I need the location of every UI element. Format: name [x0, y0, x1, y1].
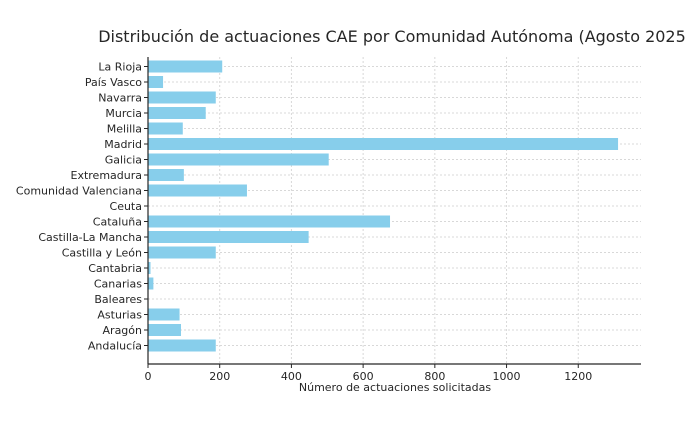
- y-tick-label: Andalucía: [88, 340, 142, 353]
- x-tick-label: 1200: [564, 370, 592, 383]
- y-tick-label: Murcia: [105, 107, 142, 120]
- y-tick-label: Comunidad Valenciana: [16, 185, 142, 198]
- chart-title: Distribución de actuaciones CAE por Comu…: [98, 27, 686, 46]
- x-tick-label: 1000: [493, 370, 521, 383]
- bar-asturias: [148, 308, 180, 321]
- y-tick-label: Navarra: [98, 92, 142, 105]
- y-tick-labels: La Rioja País Vasco Navarra Murcia Melilla Ma…: [16, 61, 148, 353]
- bar-canarias: [148, 277, 154, 290]
- bar-castilla-la-mancha: [148, 231, 309, 243]
- bar-castilla-y-león: [148, 246, 216, 259]
- bar-país-vasco: [148, 76, 164, 88]
- y-tick-label: La Rioja: [98, 61, 142, 74]
- x-tick-labels: 0 200 400 600 800 1000 1200: [145, 364, 592, 383]
- bar-extremadura: [148, 169, 184, 181]
- bar-la-rioja: [148, 60, 223, 73]
- bar-comunidad-valenciana: [148, 184, 247, 197]
- y-tick-label: Galicia: [105, 154, 142, 167]
- grid: [147, 57, 641, 364]
- bar-madrid: [148, 138, 619, 150]
- bar-galicia: [148, 153, 329, 166]
- y-tick-label: Cantabria: [88, 262, 142, 275]
- y-tick-label: País Vasco: [85, 76, 142, 89]
- y-tick-label: Asturias: [97, 309, 142, 322]
- x-tick-label: 800: [424, 370, 445, 383]
- y-tick-label: Ceuta: [110, 200, 142, 213]
- y-tick-label: Castilla y León: [62, 247, 142, 260]
- bar-cantabria: [148, 262, 151, 274]
- y-tick-label: Baleares: [94, 293, 142, 306]
- x-tick-label: 200: [209, 370, 230, 383]
- y-tick-label: Cataluña: [93, 216, 142, 229]
- x-tick-label: 600: [353, 370, 374, 383]
- y-tick-label: Aragón: [103, 324, 143, 337]
- bar-murcia: [148, 107, 206, 119]
- y-tick-label: Melilla: [107, 123, 142, 136]
- bar-aragón: [148, 324, 181, 336]
- bar-cataluña: [148, 215, 391, 228]
- y-tick-label: Canarias: [94, 278, 142, 291]
- y-tick-label: Extremadura: [71, 169, 143, 182]
- x-tick-label: 0: [145, 370, 152, 383]
- y-tick-label: Castilla-La Mancha: [38, 231, 142, 244]
- bars: [148, 60, 619, 352]
- x-axis-label: Número de actuaciones solicitadas: [299, 381, 492, 394]
- bar-melilla: [148, 122, 183, 135]
- bar-andalucía: [148, 339, 216, 352]
- x-tick-label: 400: [281, 370, 302, 383]
- bar-navarra: [148, 91, 216, 104]
- y-tick-label: Madrid: [104, 138, 142, 151]
